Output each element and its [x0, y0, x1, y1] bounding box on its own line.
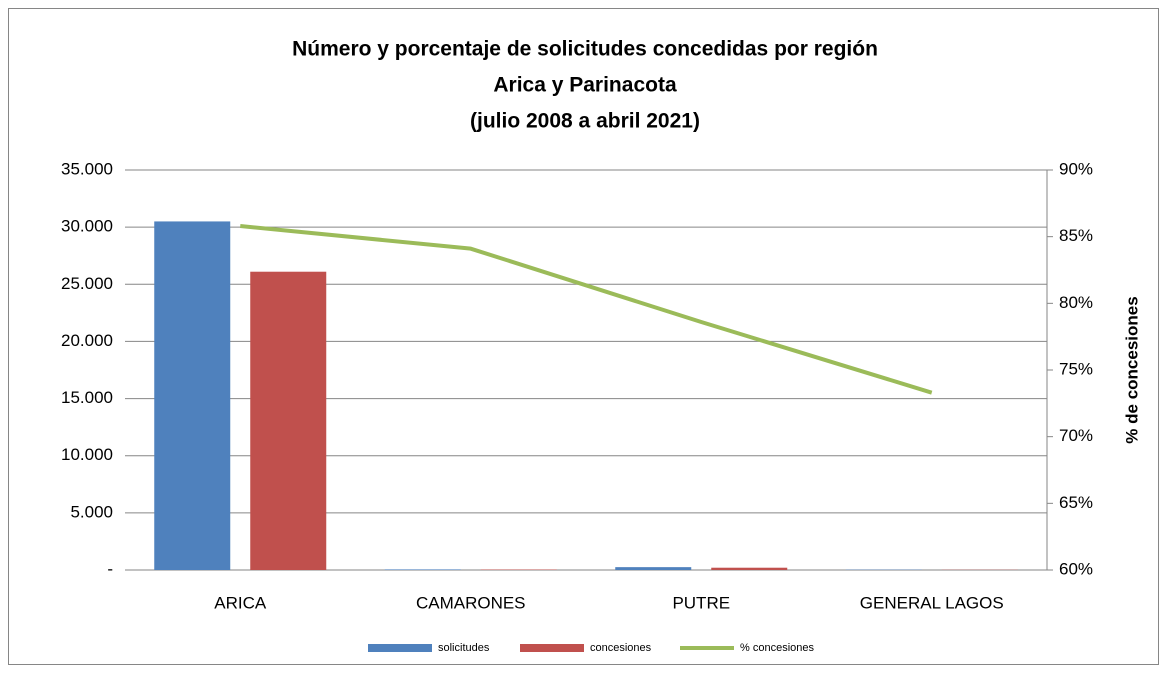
y-tick-label: 35.000 — [61, 159, 113, 178]
legend-label: solicitudes — [438, 642, 490, 654]
y2-tick-label: 70% — [1059, 426, 1093, 445]
y2-tick-label: 75% — [1059, 359, 1093, 378]
line-series — [240, 224, 933, 395]
bar — [384, 569, 461, 570]
y2-tick-label: 60% — [1059, 559, 1093, 578]
legend-label: % concesiones — [740, 642, 814, 654]
x-tick-label: GENERAL LAGOS — [860, 593, 1004, 612]
y-tick-label: - — [107, 559, 113, 578]
y-tick-label: 10.000 — [61, 445, 113, 464]
y-tick-label: 25.000 — [61, 274, 113, 293]
legend-label: concesiones — [590, 642, 652, 654]
bar — [154, 221, 231, 570]
bar — [711, 567, 788, 570]
y-tick-label: 5.000 — [70, 502, 113, 521]
y-tick-label: 30.000 — [61, 217, 113, 236]
legend-swatch — [520, 644, 584, 652]
x-tick-label: PUTRE — [672, 593, 730, 612]
bar — [250, 271, 327, 570]
y2-tick-label: 65% — [1059, 493, 1093, 512]
y-tick-label: 15.000 — [61, 388, 113, 407]
chart-title-line: Número y porcentaje de solicitudes conce… — [292, 38, 878, 61]
chart-title-line: (julio 2008 a abril 2021) — [470, 110, 700, 133]
y2-tick-label: 90% — [1059, 159, 1093, 178]
legend-swatch — [368, 644, 432, 652]
y2-axis-title: % de concesiones — [1122, 296, 1141, 443]
y-tick-label: 20.000 — [61, 331, 113, 350]
x-tick-label: CAMARONES — [416, 593, 526, 612]
y2-tick-label: 85% — [1059, 226, 1093, 245]
chart-title-line: Arica y Parinacota — [493, 74, 677, 97]
y2-tick-label: 80% — [1059, 293, 1093, 312]
x-tick-label: ARICA — [214, 593, 267, 612]
bar — [615, 567, 692, 570]
